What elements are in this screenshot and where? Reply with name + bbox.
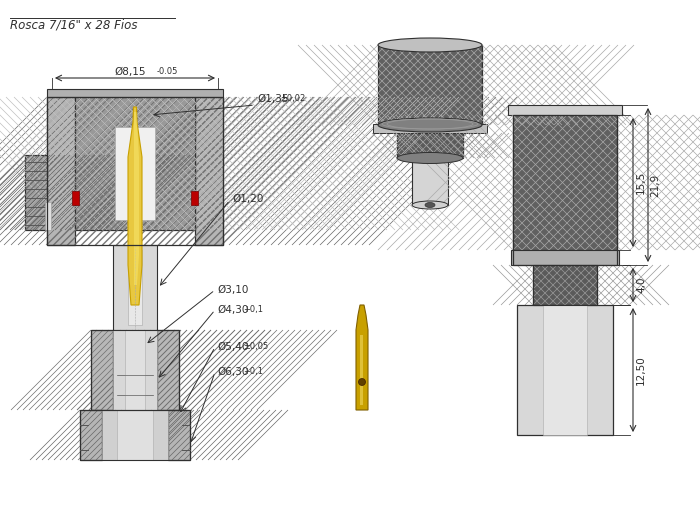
Polygon shape — [128, 107, 142, 305]
Bar — [25, 155, 47, 230]
Text: -0.05: -0.05 — [157, 67, 178, 76]
Text: Ø6,30: Ø6,30 — [217, 367, 248, 377]
Polygon shape — [360, 335, 363, 405]
Bar — [47, 97, 223, 245]
Text: Ø1,20: Ø1,20 — [232, 194, 263, 204]
Bar — [513, 115, 617, 265]
Bar — [115, 127, 155, 220]
Bar — [378, 45, 482, 125]
Text: Ø4,30: Ø4,30 — [217, 305, 248, 315]
Bar — [47, 89, 223, 97]
Bar — [373, 124, 487, 133]
Bar — [517, 305, 613, 435]
Bar — [508, 105, 622, 115]
Bar — [113, 245, 157, 330]
Bar — [45, 202, 51, 230]
Text: 15,5: 15,5 — [636, 171, 646, 194]
Text: Ø3,10: Ø3,10 — [217, 285, 248, 295]
Bar — [533, 265, 597, 305]
Bar — [117, 410, 153, 460]
Circle shape — [358, 379, 365, 386]
Bar — [91, 330, 113, 410]
Bar — [91, 330, 179, 410]
Text: 12,50: 12,50 — [636, 355, 646, 385]
Text: +0,1: +0,1 — [243, 367, 263, 376]
Bar — [191, 191, 198, 205]
Bar — [125, 330, 145, 410]
Text: Rosca 7/16" x 28 Fios: Rosca 7/16" x 28 Fios — [10, 18, 137, 31]
Text: Ø5,40: Ø5,40 — [217, 342, 248, 352]
Ellipse shape — [378, 118, 482, 132]
Bar — [511, 250, 619, 265]
Bar — [195, 97, 223, 245]
Text: ±0,05: ±0,05 — [243, 342, 268, 351]
Bar — [157, 330, 179, 410]
Text: ±0,02: ±0,02 — [280, 94, 305, 103]
Text: Ø8,15: Ø8,15 — [114, 67, 146, 77]
Ellipse shape — [397, 152, 463, 163]
Bar — [80, 410, 190, 460]
Text: Ø1,35: Ø1,35 — [257, 94, 288, 104]
Text: 4,0: 4,0 — [636, 277, 646, 293]
Bar — [412, 158, 448, 205]
Text: 21,9: 21,9 — [650, 174, 660, 197]
Polygon shape — [134, 112, 139, 285]
Bar — [513, 115, 617, 250]
Bar — [128, 250, 142, 325]
Bar — [47, 97, 75, 245]
Bar — [543, 305, 587, 435]
Bar — [168, 410, 190, 460]
Bar — [72, 191, 79, 205]
Ellipse shape — [425, 202, 435, 208]
Bar — [80, 410, 102, 460]
Bar — [75, 97, 195, 230]
Bar — [113, 330, 157, 410]
Text: +0,1: +0,1 — [243, 305, 263, 314]
Bar — [533, 265, 597, 305]
Polygon shape — [356, 305, 368, 410]
Ellipse shape — [412, 201, 448, 209]
Ellipse shape — [378, 38, 482, 52]
Bar — [102, 410, 168, 460]
Bar — [397, 133, 463, 158]
